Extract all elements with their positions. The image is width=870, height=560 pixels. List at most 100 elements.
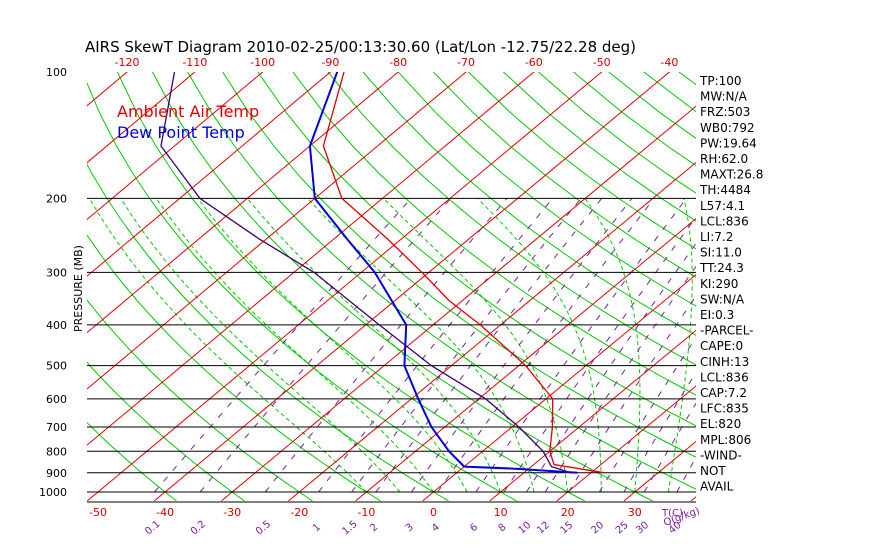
stability-index-item: TP:100 [699,74,742,88]
stability-index-item: PW:19.64 [700,136,757,150]
isotherm-line [221,105,696,502]
dry-adiabat-line [468,72,696,250]
stability-index-item: MW:N/A [700,90,748,104]
stability-index-item: LCL:836 [700,370,749,384]
dry-adiabat-line [362,72,696,336]
isotherm-line [0,53,82,501]
pressure-tick-label: 700 [46,421,67,434]
chart-title: AIRS SkewT Diagram 2010-02-25/00:13:30.6… [85,38,636,56]
stability-index-item: AVAIL [700,480,734,494]
pressure-tick-label: 400 [46,319,67,332]
dry-adiabat-line [187,72,696,490]
dry-adiabat-line [397,72,696,307]
mixing-ratio-tick-label: 8 [496,522,508,535]
mixing-ratio-line [199,198,452,493]
moist-adiabat-line [197,198,468,493]
top-temp-tick-label: -40 [660,56,678,69]
stability-index-item: L57:4.1 [700,199,745,213]
series-line-ambient-air-temp [322,72,605,474]
stability-index-item: SW:N/A [700,292,745,306]
stability-index-item: MPL:806 [700,433,751,447]
mixing-ratio-tick-label: 30 [634,520,651,537]
dry-adiabat-line [222,72,696,458]
isotherm-line [154,72,671,502]
stability-index-item: CAPE:0 [700,339,743,353]
bottom-temp-tick-label: 0 [430,506,437,519]
top-temp-tick-label: -100 [250,56,275,69]
top-temp-tick-label: -110 [182,56,207,69]
isotherm-line [422,273,696,502]
grid-lines [0,53,696,502]
isotherm-line [0,53,14,501]
bottom-temp-tick-label: -50 [89,506,107,519]
bottom-temp-tick-label: -10 [357,506,375,519]
stability-index-item: FRZ:503 [700,105,750,119]
mixing-ratio-line [526,242,696,493]
isotherm-line [355,217,696,502]
isotherm-line [87,72,264,221]
isobar-lines [87,197,696,503]
isotherm-line [87,72,603,502]
mixing-ratio-line [598,336,696,493]
legend-entry-dew-point: Dew Point Temp [117,123,245,142]
stability-index-item: LI:7.2 [700,230,733,244]
isotherm-line [87,72,399,334]
isotherm-line [87,72,467,390]
stability-index-item: CAP:7.2 [700,386,747,400]
bottom-temp-tick-label: -40 [156,506,174,519]
mixing-ratio-tick-label: 3 [404,522,416,535]
top-temp-tick-label: -50 [593,56,611,69]
top-temp-tick-label: -120 [115,56,140,69]
bottom-temp-tick-label: 20 [561,506,575,519]
stability-index-item: EL:820 [700,417,741,431]
stability-index-item: SI:11.0 [700,246,742,260]
mixing-ratio-line [623,371,696,493]
pressure-tick-label: 800 [46,445,67,458]
mixing-ratio-line [154,198,412,493]
stability-index-item: KI:290 [700,277,738,291]
series-line-dew-point-temp [308,72,578,474]
mixing-ratio-tick-label: 12 [535,520,552,537]
dry-adiabat-line [116,72,585,502]
isotherm-line [556,385,696,502]
stability-index-item: EI:0.3 [700,308,734,322]
mixing-ratio-line [411,198,633,493]
pressure-tick-label: 100 [46,66,67,79]
series-line-parcel [160,72,571,474]
mixing-ratio-tick-label: 4 [430,522,442,535]
isotherm-line [87,72,332,277]
legend: Ambient Air Temp Dew Point Temp [117,102,259,142]
bottom-temp-tick-label: -20 [290,506,308,519]
top-temp-tick-label: -70 [457,56,475,69]
stability-index-item: NOT [700,464,726,478]
mixing-ratio-tick-label: 15 [559,520,576,537]
pressure-tick-label: 200 [46,192,67,205]
dry-adiabat-line [87,299,313,502]
pressure-tick-label: 900 [46,467,67,480]
stability-index-item: -WIND- [700,448,742,462]
pressure-tick-label: 500 [46,360,67,373]
legend-entry-air-temp: Ambient Air Temp [117,102,259,121]
top-temp-tick-label: -60 [525,56,543,69]
isotherm-line [489,329,696,502]
mixing-ratio-tick-label: 6 [468,522,480,535]
stability-index-item: -PARCEL- [700,324,754,338]
bottom-temp-tick-label: -30 [223,506,241,519]
dry-adiabat-line [87,234,381,502]
dry-adiabat-line [87,421,177,502]
sounding-profiles [160,72,605,474]
stability-index-item: LCL:836 [700,214,749,228]
dry-adiabat-line [643,72,696,113]
moist-adiabat-line [120,198,401,493]
isotherm-line [87,72,535,446]
mixing-ratio-tick-label: 0.2 [189,519,208,538]
mixing-ratio-line [351,198,582,493]
isotherm-line [288,161,696,502]
mixing-ratio-tick-label: 2 [368,522,380,535]
bottom-temp-unit: T(C) [661,508,683,519]
isotherm-line [87,72,196,164]
mixing-ratio-line [318,198,554,493]
mixing-ratio-tick-label: 0.5 [254,519,273,538]
